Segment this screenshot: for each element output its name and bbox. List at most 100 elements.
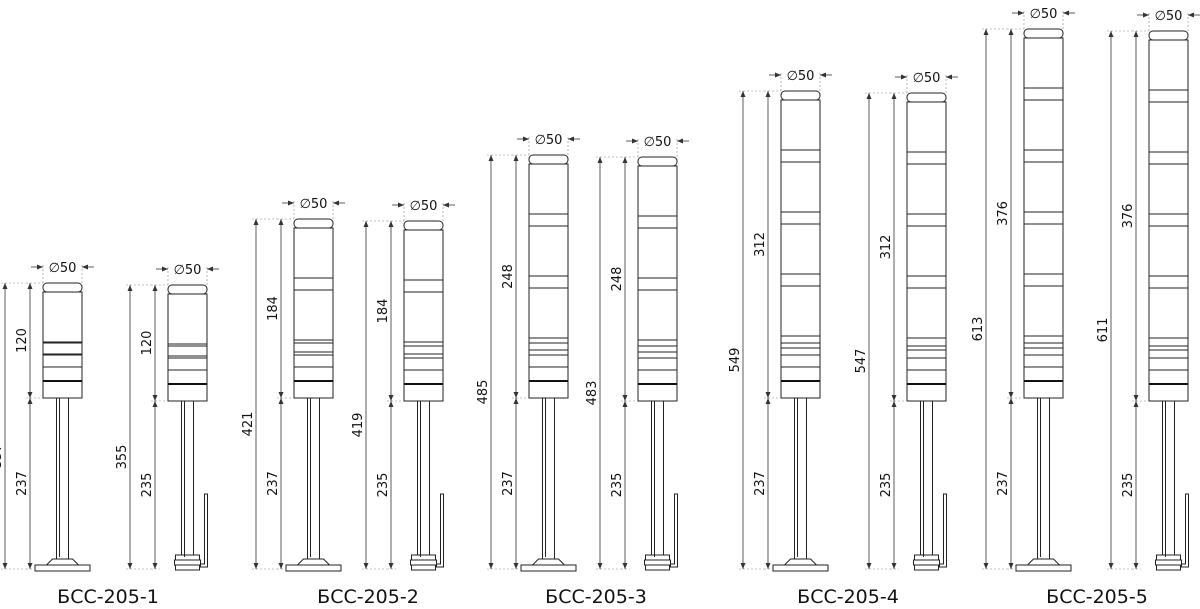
- mount-washer: [174, 559, 201, 566]
- light-tier: [1023, 285, 1064, 337]
- diameter-label: ∅50: [1155, 9, 1183, 24]
- dimension-arrow: [765, 392, 771, 398]
- tier-separator: [1148, 337, 1189, 351]
- module-height-label: 248: [610, 267, 625, 292]
- tier-separator: [637, 277, 678, 291]
- dimension-arrow: [288, 200, 294, 206]
- module-height-label: 120: [140, 331, 155, 356]
- light-tier: [293, 227, 334, 279]
- tower-foot: [783, 558, 818, 566]
- dimension-arrow: [1133, 395, 1139, 401]
- dimension-arrow: [152, 563, 158, 569]
- total-height-label: 549: [728, 348, 743, 373]
- light-tier: [528, 287, 569, 339]
- dimension-arrow: [27, 563, 33, 569]
- tower-foot: [296, 558, 331, 566]
- module-band-dark: [781, 380, 820, 382]
- tower-base-4: ∅50 312 237 549: [728, 69, 832, 572]
- tower-base-module: [1023, 342, 1064, 399]
- dimension-arrow: [622, 563, 628, 569]
- tower-cap: [637, 156, 678, 167]
- tier-separator: [637, 215, 678, 229]
- light-tier: [1148, 163, 1189, 215]
- dimension-arrow: [162, 266, 168, 272]
- dimension-arrow: [1108, 31, 1114, 37]
- diameter-label: ∅50: [1030, 7, 1058, 22]
- light-tier: [637, 289, 678, 341]
- tier-separator: [906, 151, 947, 165]
- tower-foot: [1026, 558, 1061, 566]
- dimension-arrow: [740, 91, 746, 97]
- pole-height-label: 235: [610, 473, 625, 498]
- dimension-arrow: [775, 72, 781, 78]
- tower-cap: [906, 92, 947, 103]
- diameter-label: ∅50: [300, 197, 328, 212]
- mount-nut: [645, 564, 670, 571]
- tower-base-plate: [772, 564, 829, 572]
- pole-height-label: 237: [753, 471, 768, 496]
- tower-bracket-3: ∅50 248 235 483: [585, 135, 689, 571]
- tower-base-3: ∅50 248 237 485: [476, 133, 580, 572]
- dimension-arrow: [765, 91, 771, 97]
- dimension-arrow: [278, 392, 284, 398]
- tower-pole: [542, 397, 555, 560]
- dimension-arrow: [152, 395, 158, 401]
- dimension-arrow: [568, 136, 574, 142]
- dimension-arrow: [622, 157, 628, 163]
- tier-separator: [403, 279, 444, 293]
- mounting-bracket: [670, 493, 678, 568]
- tower-base-module: [637, 345, 678, 402]
- light-tier: [167, 293, 208, 345]
- dimension-arrow: [1018, 10, 1024, 16]
- dimension-arrow: [622, 395, 628, 401]
- dimension-arrow: [740, 563, 746, 569]
- total-height-label: 419: [351, 413, 366, 438]
- light-tier: [528, 163, 569, 215]
- module-height-label: 184: [376, 299, 391, 324]
- dimension-arrow: [1008, 398, 1014, 404]
- dimension-arrow: [891, 395, 897, 401]
- tower-pole: [920, 400, 933, 556]
- diameter-label: ∅50: [913, 71, 941, 86]
- total-height-label: 483: [585, 381, 600, 406]
- light-tier: [528, 225, 569, 277]
- light-tier: [780, 285, 821, 337]
- tier-separator: [528, 337, 569, 351]
- mounting-bracket: [436, 493, 444, 568]
- tower-base-module: [528, 342, 569, 399]
- light-tier: [1023, 223, 1064, 275]
- mounting-bracket: [200, 493, 208, 568]
- light-tier: [906, 287, 947, 339]
- tower-pole: [794, 397, 807, 560]
- dimension-arrow: [513, 563, 519, 569]
- diameter-label: ∅50: [410, 199, 438, 214]
- module-band-dark: [907, 383, 946, 385]
- dimension-arrow: [866, 563, 872, 569]
- tower-bracket-2: ∅50 184 235 419: [351, 199, 455, 571]
- dimension-arrow: [632, 138, 638, 144]
- model-label: БСС-205-4: [797, 586, 899, 608]
- module-band-dark: [1024, 380, 1063, 382]
- dimension-arrow: [1008, 392, 1014, 398]
- tier-separator: [293, 339, 334, 353]
- tower-cap: [167, 284, 208, 295]
- tier-separator: [780, 273, 821, 287]
- tower-pole: [651, 400, 664, 556]
- mount-nut: [411, 554, 436, 561]
- model-label: БСС-205-5: [1046, 586, 1148, 608]
- tower-cap: [42, 282, 83, 293]
- dimension-arrow: [866, 93, 872, 99]
- dimension-arrow: [82, 264, 88, 270]
- dimension-arrow: [388, 395, 394, 401]
- light-tier: [1148, 287, 1189, 339]
- light-tier: [637, 165, 678, 217]
- mounting-bracket: [1181, 493, 1189, 568]
- dimension-arrow: [891, 563, 897, 569]
- light-tier: [293, 289, 334, 341]
- dimension-arrow: [820, 72, 826, 78]
- mount-nut: [411, 564, 436, 571]
- mounting-bracket: [939, 493, 947, 568]
- dimension-arrow: [388, 401, 394, 407]
- tower-base-plate: [520, 564, 577, 572]
